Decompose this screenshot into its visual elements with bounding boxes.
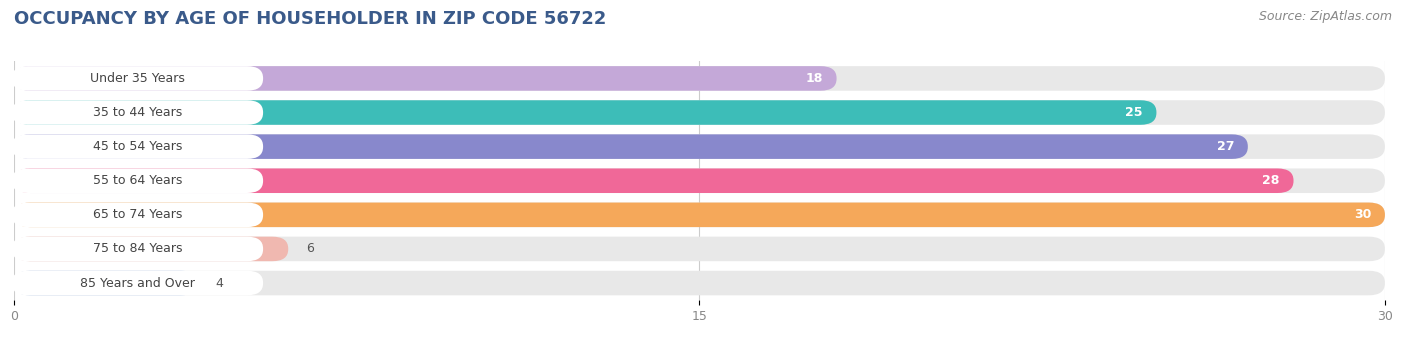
Text: 65 to 74 Years: 65 to 74 Years: [93, 208, 183, 221]
FancyBboxPatch shape: [14, 134, 1385, 159]
FancyBboxPatch shape: [14, 66, 1385, 91]
Text: 30: 30: [1354, 208, 1371, 221]
FancyBboxPatch shape: [11, 237, 263, 261]
FancyBboxPatch shape: [11, 66, 263, 91]
Text: 35 to 44 Years: 35 to 44 Years: [93, 106, 181, 119]
FancyBboxPatch shape: [11, 203, 263, 227]
FancyBboxPatch shape: [11, 168, 263, 193]
Text: 27: 27: [1216, 140, 1234, 153]
FancyBboxPatch shape: [14, 100, 1157, 125]
FancyBboxPatch shape: [14, 66, 837, 91]
Text: 75 to 84 Years: 75 to 84 Years: [93, 242, 183, 255]
FancyBboxPatch shape: [14, 237, 288, 261]
FancyBboxPatch shape: [14, 134, 1249, 159]
FancyBboxPatch shape: [14, 203, 1385, 227]
Text: 55 to 64 Years: 55 to 64 Years: [93, 174, 183, 187]
FancyBboxPatch shape: [14, 168, 1294, 193]
FancyBboxPatch shape: [11, 134, 263, 159]
Text: OCCUPANCY BY AGE OF HOUSEHOLDER IN ZIP CODE 56722: OCCUPANCY BY AGE OF HOUSEHOLDER IN ZIP C…: [14, 10, 606, 28]
FancyBboxPatch shape: [11, 271, 263, 295]
FancyBboxPatch shape: [14, 203, 1385, 227]
FancyBboxPatch shape: [14, 271, 197, 295]
Text: 85 Years and Over: 85 Years and Over: [80, 277, 195, 290]
Text: 25: 25: [1125, 106, 1143, 119]
FancyBboxPatch shape: [14, 271, 1385, 295]
Text: 18: 18: [806, 72, 823, 85]
Text: 45 to 54 Years: 45 to 54 Years: [93, 140, 183, 153]
FancyBboxPatch shape: [11, 100, 263, 125]
FancyBboxPatch shape: [14, 237, 1385, 261]
Text: 28: 28: [1263, 174, 1279, 187]
Text: Source: ZipAtlas.com: Source: ZipAtlas.com: [1258, 10, 1392, 23]
Text: 4: 4: [215, 277, 224, 290]
FancyBboxPatch shape: [14, 100, 1385, 125]
FancyBboxPatch shape: [14, 168, 1385, 193]
Text: Under 35 Years: Under 35 Years: [90, 72, 184, 85]
Text: 6: 6: [307, 242, 315, 255]
